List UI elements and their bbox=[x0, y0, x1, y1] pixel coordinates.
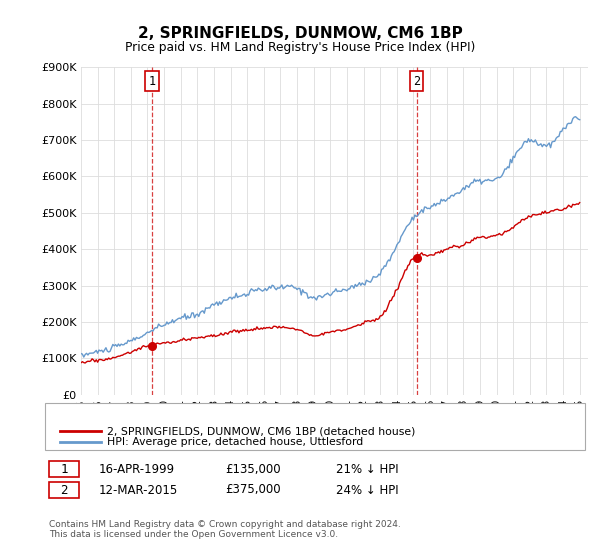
Text: 2, SPRINGFIELDS, DUNMOW, CM6 1BP: 2, SPRINGFIELDS, DUNMOW, CM6 1BP bbox=[137, 26, 463, 41]
Text: 2, SPRINGFIELDS, DUNMOW, CM6 1BP (detached house): 2, SPRINGFIELDS, DUNMOW, CM6 1BP (detach… bbox=[107, 426, 415, 436]
Text: 1: 1 bbox=[149, 74, 156, 87]
Text: 24% ↓ HPI: 24% ↓ HPI bbox=[336, 483, 398, 497]
Text: 1: 1 bbox=[61, 463, 68, 476]
Text: Price paid vs. HM Land Registry's House Price Index (HPI): Price paid vs. HM Land Registry's House … bbox=[125, 40, 475, 54]
Text: Contains HM Land Registry data © Crown copyright and database right 2024.
This d: Contains HM Land Registry data © Crown c… bbox=[49, 520, 401, 539]
Text: 2: 2 bbox=[413, 74, 420, 87]
Text: £375,000: £375,000 bbox=[225, 483, 281, 497]
Text: £135,000: £135,000 bbox=[225, 463, 281, 476]
Text: 16-APR-1999: 16-APR-1999 bbox=[99, 463, 175, 476]
Text: 12-MAR-2015: 12-MAR-2015 bbox=[99, 483, 178, 497]
Text: HPI: Average price, detached house, Uttlesford: HPI: Average price, detached house, Uttl… bbox=[107, 437, 363, 447]
Text: 2: 2 bbox=[61, 483, 68, 497]
Text: 21% ↓ HPI: 21% ↓ HPI bbox=[336, 463, 398, 476]
